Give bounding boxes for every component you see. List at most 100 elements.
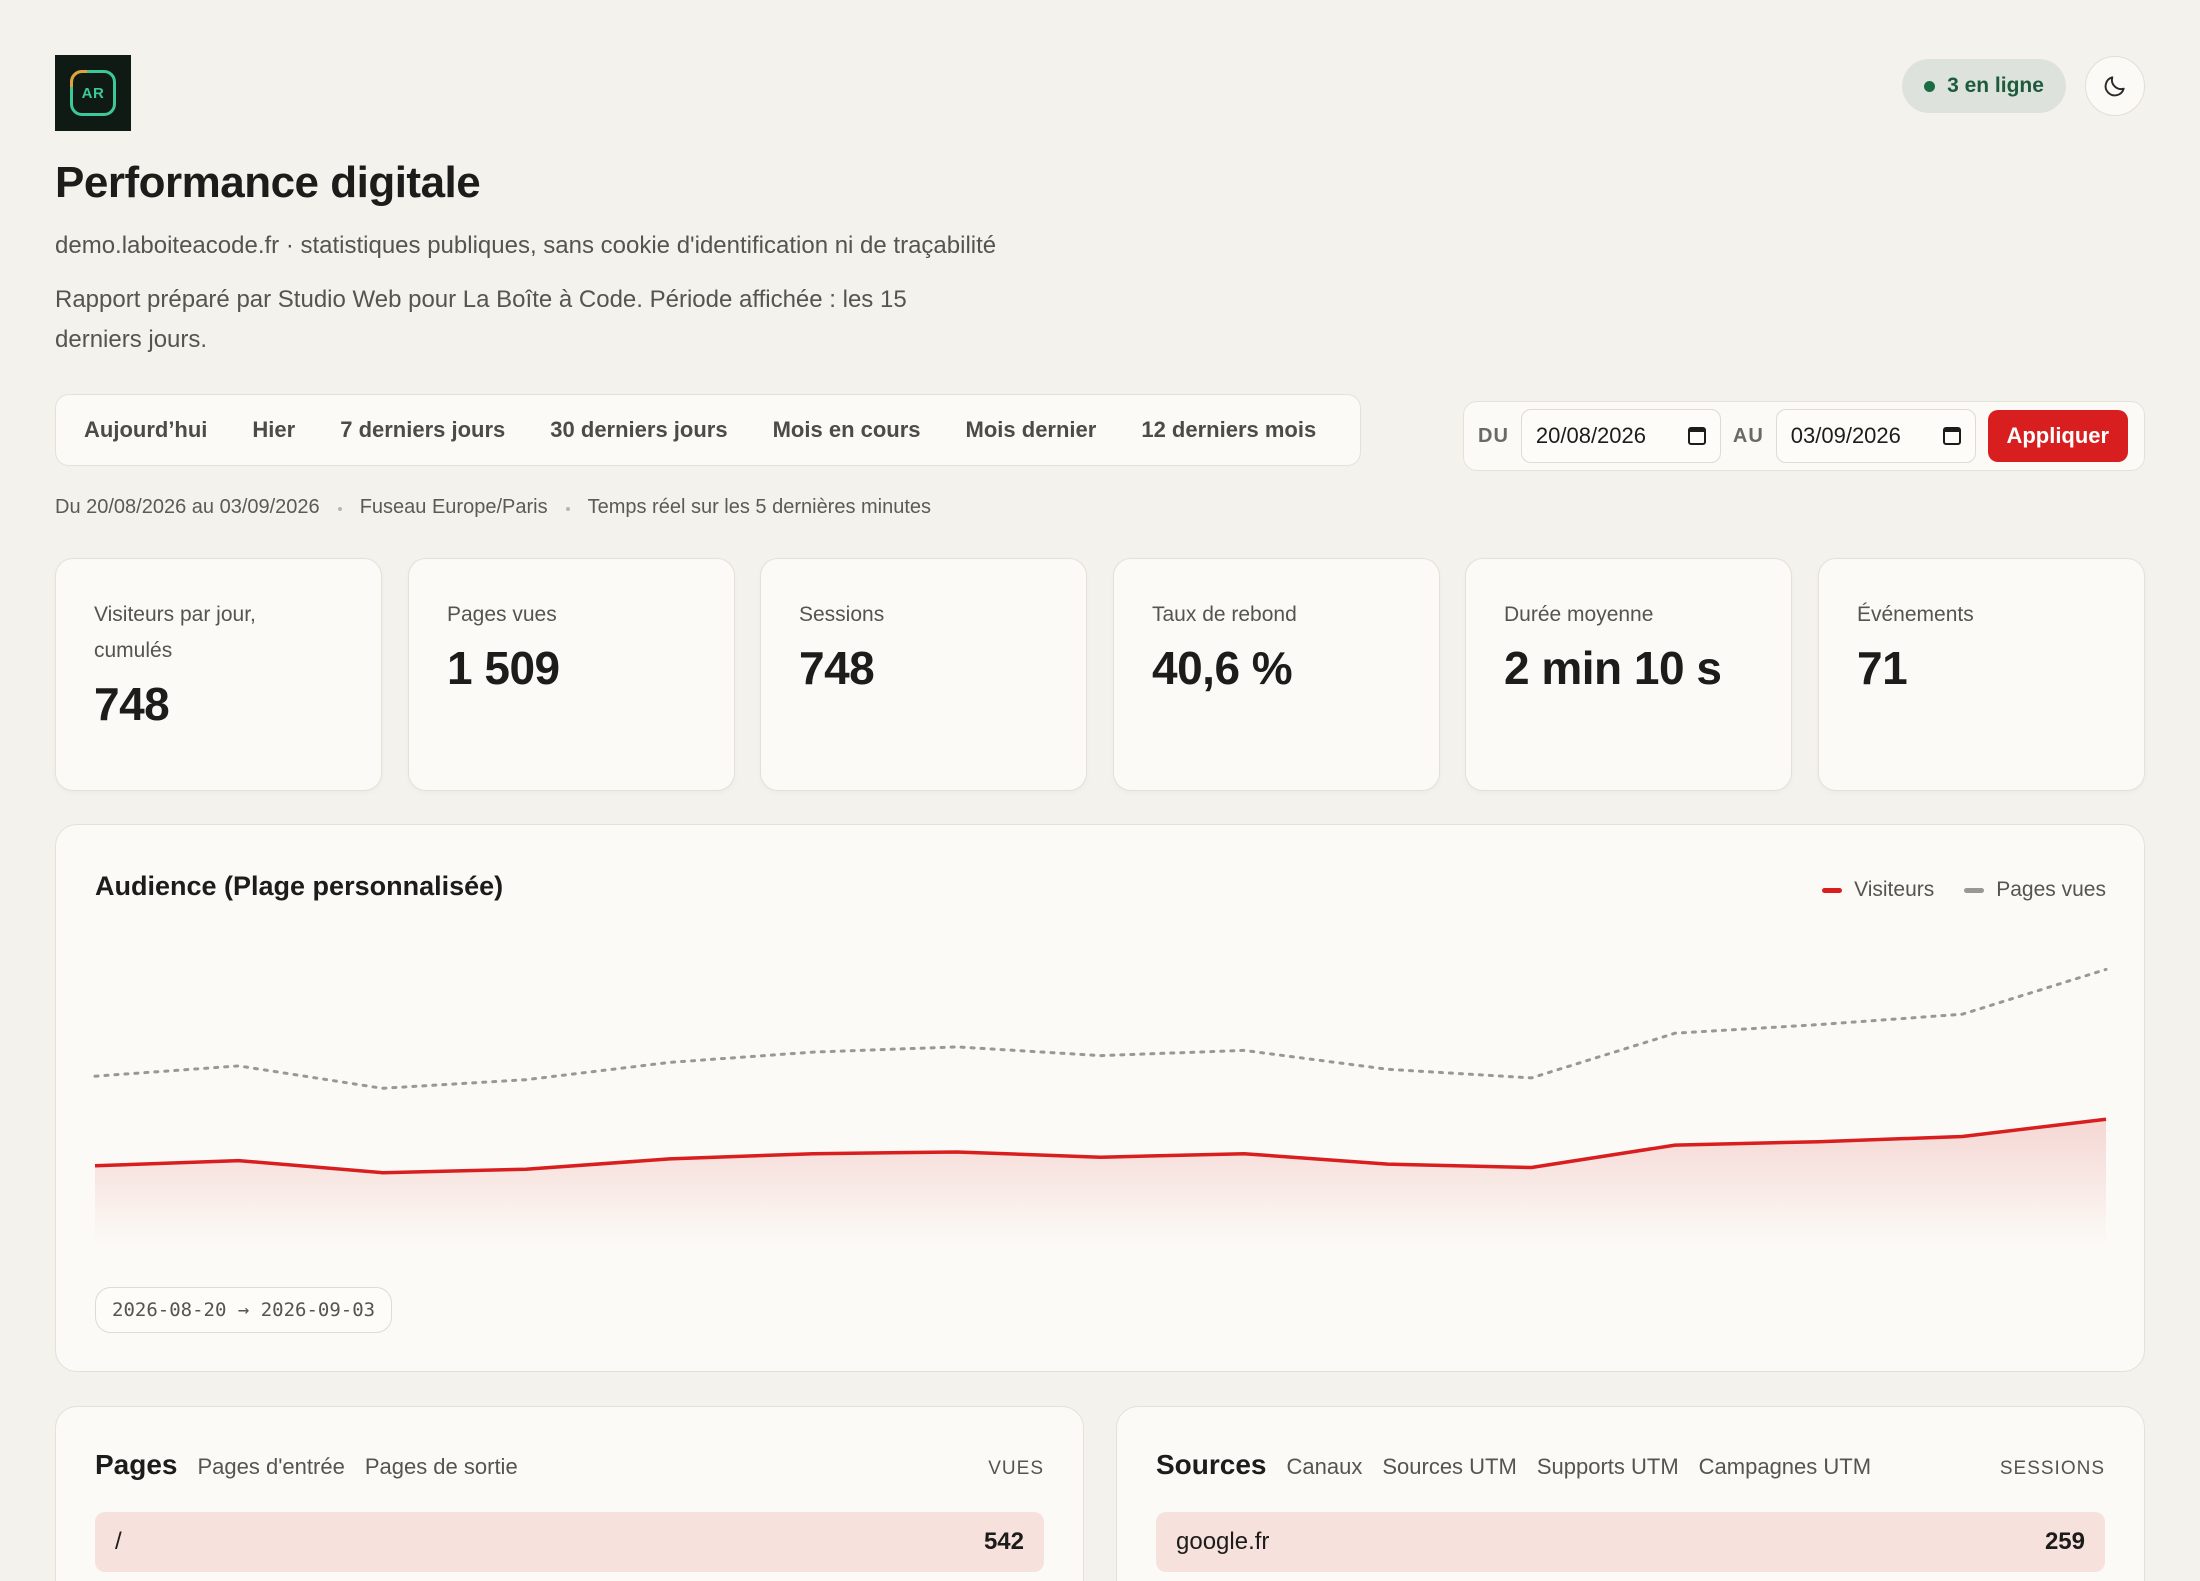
range-tab-last-month[interactable]: Mois dernier — [965, 417, 1097, 442]
kpi-label: Taux de rebond — [1152, 603, 1297, 626]
tab-exit-pages[interactable]: Pages de sortie — [364, 1454, 518, 1479]
range-tab-7-days[interactable]: 7 derniers jours — [340, 417, 506, 442]
calendar-icon[interactable] — [1687, 427, 1706, 445]
online-visitors-badge: 3 en ligne — [1902, 59, 2066, 113]
visitors-point[interactable] — [92, 1163, 98, 1169]
pages-table-card: Pages Pages d'entrée Pages de sortie VUE… — [55, 1406, 1084, 1581]
visitors-point[interactable] — [523, 1166, 529, 1172]
column-header-sessions: SESSIONS — [1999, 1458, 2105, 1479]
sources-tab-title[interactable]: Sources — [1156, 1449, 1267, 1480]
kpi-label: Durée moyenne — [1504, 603, 1654, 626]
pageviews-series-line — [93, 967, 2108, 1090]
date-from-input[interactable]: 20/08/2026 — [1520, 409, 1721, 463]
kpi-value: 748 — [799, 642, 875, 694]
online-dot-icon — [1924, 80, 1936, 92]
theme-toggle-button[interactable] — [2085, 56, 2145, 116]
kpi-value: 1 509 — [447, 642, 560, 694]
online-label: 3 en ligne — [1947, 74, 2044, 97]
kpi-value: 2 min 10 s — [1504, 642, 1722, 694]
table-row[interactable]: / 542 — [95, 1512, 1044, 1572]
legend-label-visitors: Visiteurs — [1854, 878, 1935, 901]
kpi-label: Sessions — [799, 603, 885, 626]
pageviews-point[interactable] — [954, 1044, 960, 1050]
pageviews-point[interactable] — [810, 1049, 816, 1055]
range-tab-today[interactable]: Aujourd’hui — [84, 417, 208, 442]
legend-label-pageviews: Pages vues — [1996, 878, 2106, 901]
audience-chart-card: Audience (Plage personnalisée) Visiteurs… — [55, 824, 2145, 1372]
legend-item-visitors[interactable]: Visiteurs — [1822, 878, 1934, 902]
visitors-area — [95, 1119, 2106, 1245]
range-tabs: Aujourd’hui Hier 7 derniers jours 30 der… — [55, 394, 1361, 466]
visitors-point[interactable] — [1528, 1165, 1534, 1171]
page-subtitle: demo.laboiteacode.fr · statistiques publ… — [55, 232, 997, 259]
visitors-point[interactable] — [1959, 1134, 1965, 1140]
visitors-point[interactable] — [1098, 1154, 1104, 1160]
pageviews-point[interactable] — [1098, 1053, 1104, 1059]
range-tab-30-days[interactable]: 30 derniers jours — [550, 417, 728, 442]
chart-legend: Visiteurs Pages vues — [1822, 878, 2106, 902]
legend-item-pageviews[interactable]: Pages vues — [1964, 878, 2106, 902]
legend-swatch-pageviews — [1964, 887, 1985, 893]
table-row[interactable]: google.fr 259 — [1156, 1512, 2105, 1572]
kpi-label: Pages vues — [447, 603, 557, 626]
kpi-value: 71 — [1857, 642, 1908, 694]
visitors-point[interactable] — [1385, 1161, 1391, 1167]
kpi-card-events: Événements 71 — [1818, 558, 2145, 791]
range-tab-current-month[interactable]: Mois en cours — [772, 417, 921, 442]
date-to-input[interactable]: 03/09/2026 — [1775, 409, 1976, 463]
visitors-point[interactable] — [1816, 1139, 1822, 1145]
visitors-point[interactable] — [236, 1158, 242, 1164]
row-value: 259 — [2044, 1528, 2085, 1555]
visitors-point[interactable] — [379, 1170, 385, 1176]
visitors-series-line — [94, 1117, 2107, 1175]
pageviews-point[interactable] — [2103, 966, 2109, 972]
pageviews-point[interactable] — [1672, 1030, 1678, 1036]
apply-button[interactable]: Appliquer — [1987, 410, 2128, 462]
calendar-icon[interactable] — [1942, 427, 1961, 445]
pageviews-point[interactable] — [1241, 1047, 1247, 1053]
visitors-point[interactable] — [1672, 1142, 1678, 1148]
visitors-point[interactable] — [1241, 1151, 1247, 1157]
pageviews-point[interactable] — [1385, 1066, 1391, 1072]
kpi-card-avg-duration: Durée moyenne 2 min 10 s — [1465, 558, 1792, 791]
pageviews-point[interactable] — [1959, 1011, 1965, 1017]
pages-tab-title[interactable]: Pages — [95, 1449, 178, 1480]
row-label: / — [115, 1528, 122, 1555]
tab-utm-mediums[interactable]: Supports UTM — [1536, 1454, 1679, 1479]
kpi-card-bounce-rate: Taux de rebond 40,6 % — [1113, 558, 1440, 791]
pageviews-point[interactable] — [667, 1059, 673, 1065]
chart-title: Audience (Plage personnalisée) — [95, 871, 504, 901]
date-from-label: DU — [1478, 424, 1509, 447]
pageviews-point[interactable] — [236, 1063, 242, 1069]
sources-table-card: Sources Canaux Sources UTM Supports UTM … — [1116, 1406, 2145, 1581]
pageviews-point[interactable] — [379, 1085, 385, 1091]
custom-date-form: DU 20/08/2026 AU 03/09/2026 Appliquer — [1463, 401, 2145, 471]
tab-utm-sources[interactable]: Sources UTM — [1382, 1454, 1517, 1479]
tab-entry-pages[interactable]: Pages d'entrée — [197, 1454, 345, 1479]
date-from-value: 20/08/2026 — [1535, 423, 1646, 448]
kpi-label: Événements — [1857, 603, 1974, 626]
visitors-point[interactable] — [954, 1149, 960, 1155]
pageviews-point[interactable] — [1528, 1075, 1534, 1081]
visitors-point[interactable] — [2103, 1116, 2109, 1122]
pageviews-point[interactable] — [523, 1077, 529, 1083]
brand-logo: AR — [55, 55, 131, 131]
kpi-card-sessions: Sessions 748 — [760, 558, 1087, 791]
column-header-views: VUES — [988, 1458, 1044, 1479]
kpi-card-visitors: Visiteurs par jour, cumulés 748 — [55, 558, 382, 791]
range-tab-yesterday[interactable]: Hier — [252, 417, 296, 442]
tab-utm-campaigns[interactable]: Campagnes UTM — [1698, 1454, 1872, 1479]
kpi-label: Visiteurs par jour, cumulés — [94, 603, 256, 662]
report-note: Rapport préparé par Studio Web pour La B… — [55, 286, 907, 353]
pageviews-point[interactable] — [1816, 1022, 1822, 1028]
timezone-text: Fuseau Europe/Paris — [337, 496, 548, 518]
visitors-point[interactable] — [810, 1151, 816, 1157]
legend-swatch-visitors — [1822, 887, 1843, 893]
date-to-value: 03/09/2026 — [1790, 423, 1901, 448]
logo-mark: AR — [70, 70, 116, 116]
range-tab-12-months[interactable]: 12 derniers mois — [1141, 417, 1317, 442]
pageviews-point[interactable] — [92, 1073, 98, 1079]
visitors-point[interactable] — [667, 1156, 673, 1162]
tab-channels[interactable]: Canaux — [1286, 1454, 1363, 1479]
pages-table-header: Pages Pages d'entrée Pages de sortie VUE… — [95, 1449, 1044, 1481]
